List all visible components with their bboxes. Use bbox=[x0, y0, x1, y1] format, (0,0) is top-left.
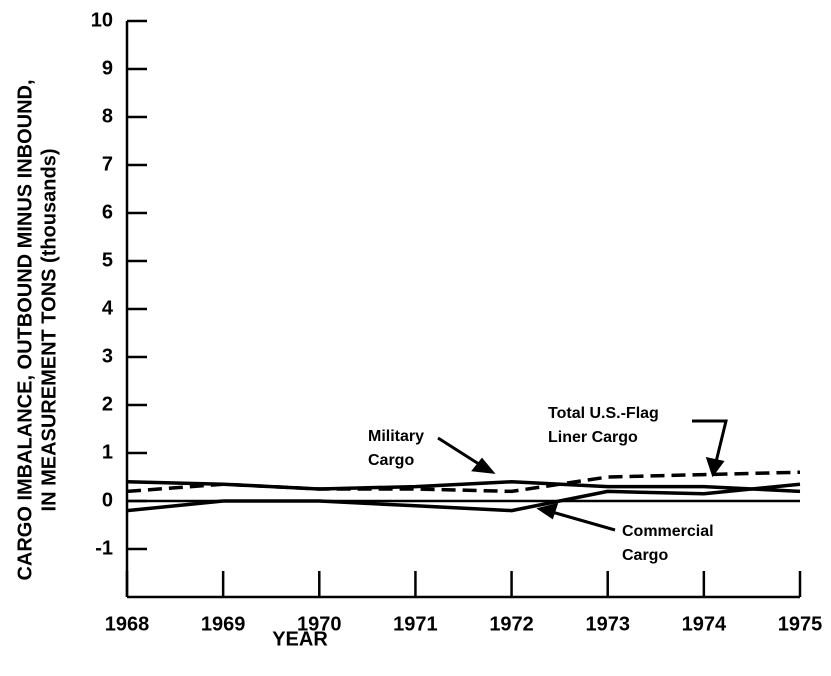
x-tick-label: 1968 bbox=[105, 613, 150, 635]
y-tick-label: 6 bbox=[102, 201, 113, 223]
y-tick-label: 4 bbox=[102, 297, 114, 319]
y-tick-label: 9 bbox=[102, 57, 113, 79]
y-axis-label: IN MEASUREMENT TONS (thousands) bbox=[38, 149, 60, 512]
annotation: Cargo bbox=[622, 547, 668, 564]
y-tick-label: -1 bbox=[95, 537, 113, 559]
x-tick-label: 1974 bbox=[682, 613, 727, 635]
x-axis-label: YEAR bbox=[272, 628, 328, 650]
annotation: Cargo bbox=[368, 452, 414, 469]
y-tick-label: 0 bbox=[102, 489, 113, 511]
annotation: Military bbox=[368, 428, 424, 445]
arrow bbox=[437, 436, 483, 468]
arrow bbox=[692, 419, 728, 463]
y-axis-label-group: CARGO IMBALANCE, OUTBOUND MINUS INBOUND,… bbox=[14, 79, 60, 580]
x-tick-label: 1971 bbox=[393, 613, 438, 635]
x-tick-label: 1969 bbox=[201, 613, 246, 635]
y-tick-label: 8 bbox=[102, 105, 113, 127]
y-tick-label: 5 bbox=[102, 249, 113, 271]
x-tick-label: 1975 bbox=[778, 613, 823, 635]
y-tick-label: 2 bbox=[102, 393, 113, 415]
arrow bbox=[551, 510, 616, 532]
arrowhead bbox=[471, 457, 496, 474]
y-tick-label: 7 bbox=[102, 153, 113, 175]
y-tick-label: 3 bbox=[102, 345, 113, 367]
y-tick-label: 10 bbox=[91, 9, 113, 31]
x-tick-label: 1972 bbox=[489, 613, 534, 635]
series-line bbox=[126, 470, 801, 494]
x-tick-label: 1970 bbox=[297, 613, 342, 635]
annotation: Total U.S.-Flag bbox=[548, 405, 659, 422]
arrowhead bbox=[705, 456, 725, 478]
series-line bbox=[126, 482, 801, 513]
x-tick-label: 1973 bbox=[585, 613, 630, 635]
y-tick-label: 1 bbox=[102, 441, 113, 463]
annotation: Liner Cargo bbox=[548, 429, 638, 446]
arrowhead bbox=[536, 502, 559, 520]
y-axis-label: CARGO IMBALANCE, OUTBOUND MINUS INBOUND, bbox=[14, 79, 36, 580]
arrows bbox=[437, 419, 728, 532]
annotation: Commercial bbox=[622, 523, 714, 540]
